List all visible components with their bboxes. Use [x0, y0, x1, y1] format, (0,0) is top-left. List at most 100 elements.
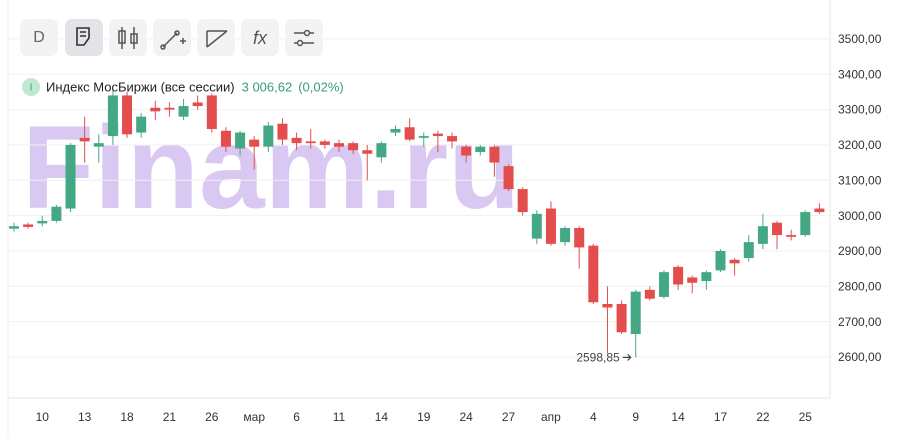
candle-body	[630, 291, 641, 335]
y-tick-label: 2700,00	[838, 315, 882, 329]
candle-body	[23, 224, 34, 227]
candle-body	[743, 242, 754, 259]
candle-body	[362, 150, 373, 154]
x-tick-label: 22	[756, 410, 770, 424]
candle-body	[772, 222, 783, 236]
indicators-icon: fx	[253, 28, 268, 48]
candle-body	[602, 303, 613, 308]
y-tick-label: 3000,00	[838, 209, 882, 223]
timeframe-label: D	[33, 29, 45, 46]
plot	[9, 88, 825, 358]
candles-button[interactable]	[109, 19, 147, 56]
fib-button[interactable]	[197, 19, 235, 56]
candle-body	[545, 208, 556, 244]
fib-icon	[206, 30, 228, 48]
candle-body	[701, 272, 712, 282]
indicators-button[interactable]	[241, 19, 279, 56]
candles-icon	[118, 27, 138, 49]
candle-body	[418, 136, 429, 138]
grid	[8, 38, 830, 358]
candle-body	[65, 144, 76, 209]
x-tick-label: 18	[120, 410, 134, 424]
candle-body	[432, 133, 443, 137]
y-tick-label: 3500,00	[838, 32, 882, 46]
candle-body	[404, 127, 415, 140]
candle-body	[333, 143, 344, 147]
candle-body	[235, 132, 246, 149]
candle-body	[517, 189, 528, 213]
x-tick-label: 24	[459, 410, 473, 424]
candle-body	[220, 130, 231, 147]
candle-body	[715, 250, 726, 271]
low-arrow	[622, 353, 632, 361]
y-tick-label: 2900,00	[838, 244, 882, 258]
candle-body	[574, 227, 585, 248]
candle-body	[150, 107, 161, 112]
candle-body	[79, 137, 90, 142]
x-tick-label: 17	[714, 410, 728, 424]
y-tick-label: 3100,00	[838, 173, 882, 187]
candle-body	[588, 245, 599, 303]
settings-button[interactable]	[285, 19, 323, 56]
candle-body	[658, 272, 669, 297]
candle-body	[800, 212, 811, 236]
watermark-layer: Finam.ru	[22, 102, 520, 234]
x-tick-label: мар	[243, 410, 265, 424]
x-tick-label: 14	[671, 410, 685, 424]
candle-body	[531, 213, 542, 239]
candle-body	[348, 143, 359, 151]
y-tick-label: 3400,00	[838, 67, 882, 81]
candle-body	[263, 125, 274, 147]
candle-body	[164, 107, 175, 110]
x-tick-label: 11	[333, 410, 346, 424]
x-tick-label: 4	[590, 410, 597, 424]
candle-body	[489, 146, 500, 163]
x-tick-label: 19	[417, 410, 431, 424]
settings-knob	[303, 29, 311, 37]
candle-body	[376, 143, 387, 158]
candle-body	[319, 141, 330, 145]
legend: I Индекс МосБиржи (все сессии) 3 006,62 …	[22, 78, 344, 96]
x-tick-label: 25	[799, 410, 813, 424]
legend-change: (0,02%)	[298, 79, 344, 94]
candle-body	[560, 227, 571, 243]
candle-body	[9, 226, 19, 229]
candle-body	[107, 95, 118, 137]
x-tick-label: 9	[632, 410, 639, 424]
candle-body	[644, 289, 655, 299]
template-button[interactable]	[65, 19, 103, 56]
draw-icon	[160, 30, 186, 50]
candle-body	[616, 303, 627, 333]
legend-title: Индекс МосБиржи (все сессии)	[46, 79, 235, 94]
candle-body	[37, 220, 48, 224]
x-tick-label: 14	[375, 410, 389, 424]
candle-body	[277, 123, 288, 140]
legend-value: 3 006,62	[242, 79, 293, 94]
candle-body	[814, 208, 825, 213]
watermark: Finam.ru	[22, 102, 520, 234]
candle-body	[461, 146, 472, 156]
legend-icon	[22, 78, 40, 96]
x-tick-label: 10	[36, 410, 50, 424]
candle-body	[673, 266, 684, 285]
timeframe-button[interactable]	[20, 19, 58, 56]
candle-body	[390, 129, 401, 133]
candle-body	[192, 102, 203, 107]
candle-body	[206, 95, 217, 130]
candle-body	[447, 136, 458, 142]
low-annotation: 2598,85	[576, 351, 620, 365]
x-tick-label: 6	[293, 410, 300, 424]
x-tick-label: 26	[205, 410, 219, 424]
candle-body	[291, 137, 302, 144]
candle-body	[503, 166, 514, 190]
candle-body	[178, 106, 189, 117]
candle-body	[136, 116, 147, 133]
candle-body	[93, 143, 104, 147]
candle-body	[51, 206, 62, 221]
candle-body	[475, 146, 486, 152]
toolbar: D fx	[20, 19, 323, 56]
candle-body	[687, 277, 698, 283]
x-tick-label: 13	[78, 410, 92, 424]
